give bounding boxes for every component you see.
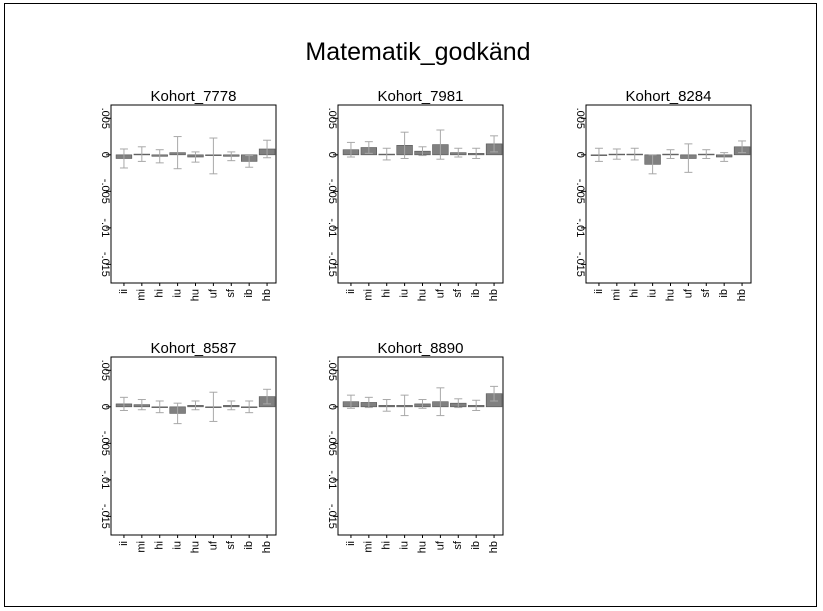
x-tick-label: ii [345, 289, 357, 294]
x-tick-label: hu [189, 289, 201, 301]
x-tick-label: ii [118, 541, 130, 546]
x-tick-label: ii [345, 541, 357, 546]
y-tick-label: -.005 [99, 431, 111, 456]
y-tick-label: -.005 [574, 179, 586, 204]
x-tick-label: uf [434, 540, 446, 550]
y-tick-label: -.015 [574, 252, 586, 277]
panel-kohort_8890: Kohort_8890 .005 0 -.005 -.01 -.015 ii mi hi iu hu… [326, 340, 504, 553]
x-tick-label: hu [416, 289, 428, 301]
x-tick-label: iu [647, 289, 659, 298]
y-tick-label: -.015 [326, 252, 338, 277]
x-tick-label: iu [172, 541, 184, 550]
figure-title: Matematik_godkänd [305, 38, 531, 66]
y-tick-label: -.005 [99, 179, 111, 204]
y-tick-label: .005 [326, 360, 338, 381]
x-tick-label: ib [470, 289, 482, 298]
y-tick-label: -.01 [574, 218, 586, 237]
y-tick-label: -.01 [326, 470, 338, 489]
x-tick-label: hb [488, 541, 500, 553]
x-tick-label: hi [381, 541, 393, 550]
x-tick-label: mi [136, 541, 148, 553]
x-tick-label: ib [470, 541, 482, 550]
panel-kohort_7778: Kohort_7778 .005 0 -.005 -.01 -.015 ii mi hi iu hu… [99, 88, 277, 301]
y-tick-label: 0 [574, 152, 586, 158]
y-tick-label: 0 [326, 152, 338, 158]
plot-area [110, 356, 277, 536]
x-tick-label: hu [416, 541, 428, 553]
x-tick-label: sf [225, 540, 237, 550]
x-tick-label: mi [363, 541, 375, 553]
x-tick-label: hb [261, 541, 273, 553]
x-tick-label: hb [488, 289, 500, 301]
y-tick-label: -.015 [326, 504, 338, 529]
x-tick-label: uf [207, 540, 219, 550]
y-tick-label: -.005 [326, 431, 338, 456]
plot-area [337, 104, 504, 284]
panel-kohort_8284: Kohort_8284 .005 0 -.005 -.01 -.015 ii mi hi iu hu… [574, 88, 752, 301]
panel-title: Kohort_7778 [151, 88, 237, 105]
x-tick-label: hu [664, 289, 676, 301]
panel-kohort_8587: Kohort_8587 .005 0 -.005 -.01 -.015 ii mi hi iu hu… [99, 340, 277, 553]
plot-area [337, 356, 504, 536]
y-tick-label: .005 [326, 108, 338, 129]
x-tick-label: iu [172, 289, 184, 298]
y-tick-label: .005 [574, 108, 586, 129]
x-tick-label: hb [261, 289, 273, 301]
y-tick-label: 0 [99, 152, 111, 158]
x-tick-label: hb [736, 289, 748, 301]
x-tick-label: mi [363, 289, 375, 301]
x-tick-label: ib [243, 541, 255, 550]
x-tick-label: uf [682, 288, 694, 298]
y-tick-label: .005 [99, 108, 111, 129]
y-tick-label: .005 [99, 360, 111, 381]
x-tick-label: ib [718, 289, 730, 298]
x-tick-label: uf [434, 288, 446, 298]
y-tick-label: -.01 [99, 470, 111, 489]
x-tick-label: iu [399, 289, 411, 298]
y-tick-label: -.01 [326, 218, 338, 237]
panel-title: Kohort_8284 [626, 88, 712, 105]
y-tick-label: -.01 [99, 218, 111, 237]
x-tick-label: uf [207, 288, 219, 298]
x-tick-label: mi [611, 289, 623, 301]
x-tick-label: ii [118, 289, 130, 294]
y-tick-label: -.015 [99, 504, 111, 529]
panel-title: Kohort_8890 [378, 340, 464, 357]
x-tick-label: sf [225, 288, 237, 298]
plot-area [585, 104, 752, 284]
panel-title: Kohort_8587 [151, 340, 237, 357]
x-tick-label: sf [700, 288, 712, 298]
x-tick-label: hi [154, 289, 166, 298]
x-tick-label: hi [154, 541, 166, 550]
x-tick-label: hi [381, 289, 393, 298]
y-tick-label: 0 [326, 404, 338, 410]
x-tick-label: iu [399, 541, 411, 550]
x-tick-label: sf [452, 540, 464, 550]
y-tick-label: 0 [99, 404, 111, 410]
panel-kohort_7981: Kohort_7981 .005 0 -.005 -.01 -.015 ii mi hi iu hu… [326, 88, 504, 301]
x-tick-label: ib [243, 289, 255, 298]
plot-area [110, 104, 277, 284]
y-tick-label: -.015 [99, 252, 111, 277]
y-tick-label: -.005 [326, 179, 338, 204]
x-tick-label: sf [452, 288, 464, 298]
figure-frame [4, 3, 817, 607]
x-tick-label: ii [593, 289, 605, 294]
panel-title: Kohort_7981 [378, 88, 464, 105]
x-tick-label: hu [189, 541, 201, 553]
x-tick-label: mi [136, 289, 148, 301]
x-tick-label: hi [629, 289, 641, 298]
